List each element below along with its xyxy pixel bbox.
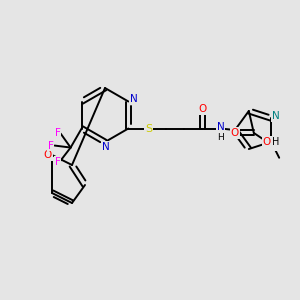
Text: N: N <box>102 142 110 152</box>
Text: F: F <box>55 128 61 138</box>
Text: O: O <box>231 128 239 138</box>
Text: F: F <box>55 157 61 166</box>
Text: O: O <box>263 137 271 147</box>
Text: H: H <box>272 137 280 147</box>
Text: N: N <box>130 94 137 104</box>
Text: N: N <box>271 140 279 150</box>
Text: O: O <box>44 150 52 160</box>
Text: N: N <box>217 122 224 133</box>
Text: N: N <box>272 111 280 121</box>
Text: O: O <box>198 104 206 115</box>
Text: F: F <box>48 141 54 151</box>
Text: S: S <box>145 124 152 134</box>
Text: H: H <box>217 133 224 142</box>
